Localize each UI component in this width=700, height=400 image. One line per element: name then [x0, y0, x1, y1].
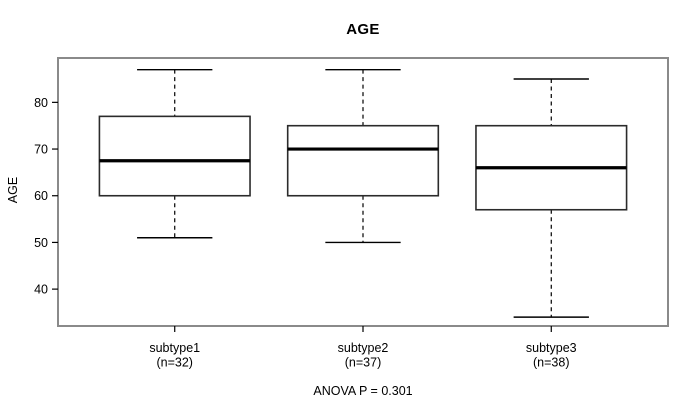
group-label: subtype1: [149, 341, 200, 355]
group-n-label: (n=32): [156, 356, 192, 370]
anova-annotation: ANOVA P = 0.301: [313, 384, 413, 398]
group-label: subtype3: [526, 341, 577, 355]
y-tick-label: 70: [34, 143, 48, 157]
group-n-label: (n=38): [533, 356, 569, 370]
y-tick-label: 40: [34, 283, 48, 297]
y-tick-label: 80: [34, 96, 48, 110]
iqr-box: [98, 115, 251, 197]
y-tick-label: 60: [34, 189, 48, 203]
chart-title: AGE: [346, 21, 380, 38]
y-tick-label: 50: [34, 236, 48, 250]
group-label: subtype2: [338, 341, 389, 355]
iqr-box: [286, 124, 440, 197]
group-n-label: (n=37): [345, 356, 381, 370]
